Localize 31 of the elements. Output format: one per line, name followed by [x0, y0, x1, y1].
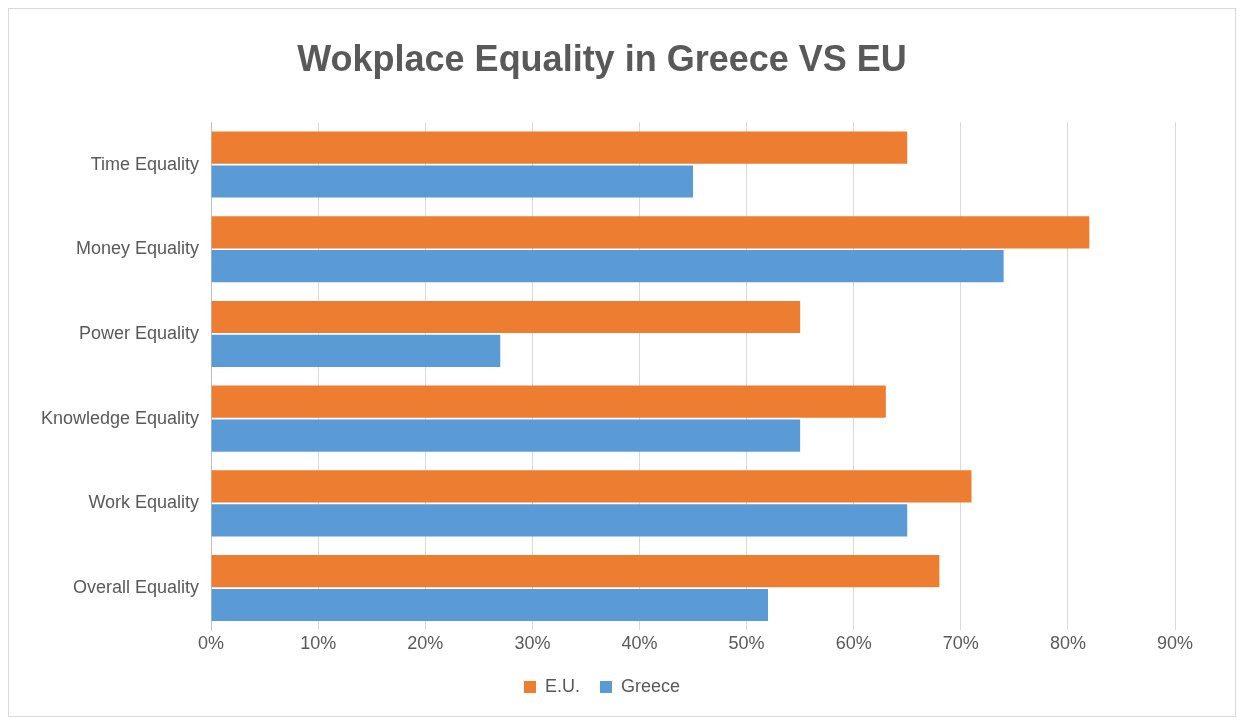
x-tick-label: 80%	[1049, 633, 1086, 654]
bar	[211, 555, 940, 588]
y-tick-label: Knowledge Equality	[41, 407, 200, 428]
x-tick-label: 50%	[728, 633, 765, 654]
x-tick-label: 20%	[407, 633, 444, 654]
bar	[211, 470, 972, 503]
bar	[211, 250, 1004, 283]
x-tick-label: 0%	[198, 633, 225, 654]
y-tick-label: Power Equality	[79, 322, 200, 343]
bar	[211, 419, 801, 452]
x-tick-label: 40%	[621, 633, 658, 654]
bar	[211, 216, 1090, 249]
legend-label: Greece	[620, 675, 681, 696]
y-tick-label: Overall Equality	[73, 577, 200, 598]
bar	[211, 588, 769, 622]
x-tick-label: 60%	[835, 633, 872, 654]
bar	[211, 385, 886, 418]
x-tick-label: 10%	[300, 633, 337, 654]
y-tick-label: Work Equality	[88, 492, 200, 513]
x-tick-label: 90%	[1156, 633, 1194, 654]
bar	[211, 131, 908, 164]
chart-title: Wokplace Equality in Greece VS EU	[297, 37, 907, 79]
y-tick-label: Money Equality	[76, 238, 200, 259]
y-tick-label: Time Equality	[90, 153, 200, 174]
bar	[211, 504, 908, 537]
bar	[211, 165, 694, 198]
x-tick-label: 30%	[514, 633, 551, 654]
bar	[211, 300, 801, 334]
bar	[211, 334, 501, 367]
x-tick-label: 70%	[942, 633, 979, 654]
legend-label: E.U.	[544, 675, 580, 696]
